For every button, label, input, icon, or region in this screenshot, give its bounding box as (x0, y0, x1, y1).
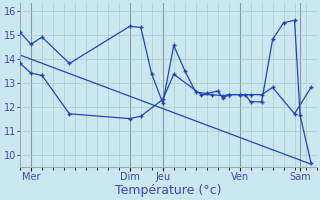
X-axis label: Température (°c): Température (°c) (115, 184, 221, 197)
